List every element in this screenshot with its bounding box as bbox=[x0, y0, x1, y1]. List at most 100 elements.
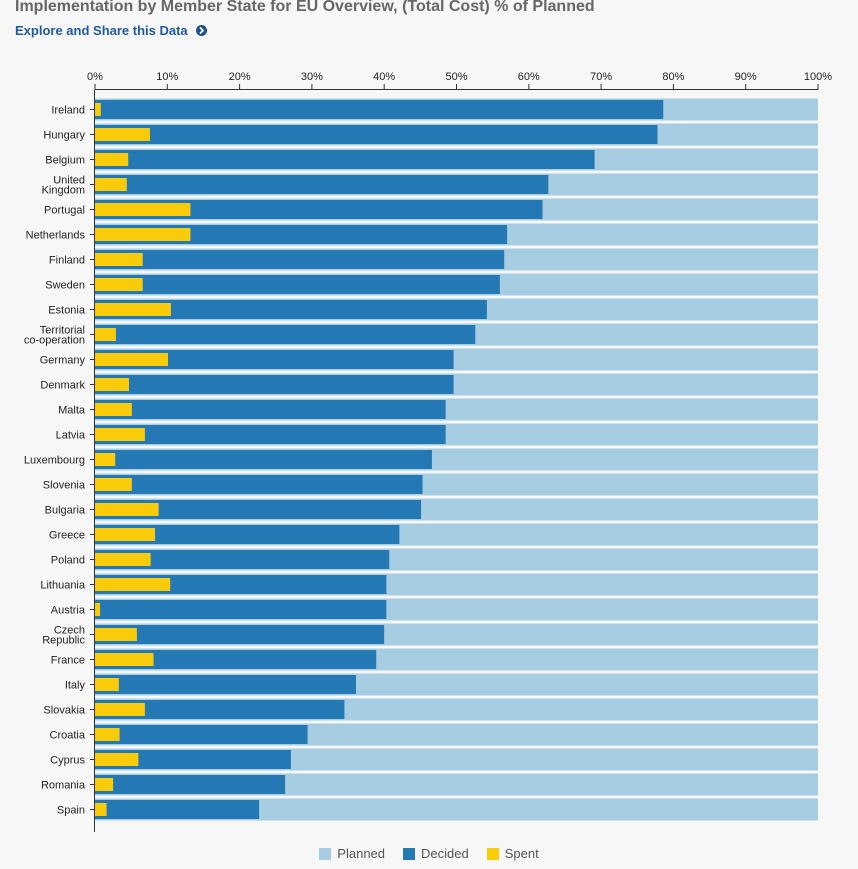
x-tick-label: 10% bbox=[156, 71, 178, 83]
category-label: Spain bbox=[57, 805, 85, 817]
bar-decided-ireland bbox=[95, 100, 664, 119]
bar-spent-bulgaria bbox=[95, 503, 159, 516]
bar-decided-czech-republic bbox=[95, 625, 385, 644]
bar-spent-denmark bbox=[95, 378, 129, 391]
category-label: Netherlands bbox=[26, 230, 86, 242]
category-label: Latvia bbox=[56, 430, 86, 442]
legend-swatch bbox=[403, 847, 416, 860]
bar-decided-portugal bbox=[95, 200, 543, 219]
category-label: Estonia bbox=[48, 305, 86, 317]
category-label: Portugal bbox=[44, 205, 85, 217]
bar-spent-united-kingdom bbox=[95, 178, 127, 191]
bar-planned-spain bbox=[95, 798, 818, 821]
bar-decided-luxembourg bbox=[95, 450, 432, 469]
legend-item-spent[interactable]: Spent bbox=[486, 846, 539, 861]
bar-decided-hungary bbox=[95, 125, 658, 144]
category-label: Ireland bbox=[51, 105, 85, 117]
bar-spent-belgium bbox=[95, 153, 129, 166]
bar-spent-italy bbox=[95, 678, 119, 691]
bar-spent-finland bbox=[95, 253, 143, 266]
legend-label: Planned bbox=[337, 846, 386, 861]
legend-swatch bbox=[486, 847, 499, 860]
bar-decided-estonia bbox=[95, 300, 487, 319]
chart-legend: Planned Decided Spent bbox=[0, 846, 858, 861]
bar-decided-austria bbox=[95, 600, 387, 619]
chart-title: Implementation by Member State for EU Ov… bbox=[15, 0, 595, 15]
category-label: Germany bbox=[40, 355, 86, 367]
bar-spent-france bbox=[95, 653, 154, 666]
x-tick-label: 90% bbox=[735, 71, 757, 83]
bar-spent-ireland bbox=[95, 103, 101, 116]
category-label: Romania bbox=[41, 780, 86, 792]
bar-spent-portugal bbox=[95, 203, 191, 216]
category-label: Austria bbox=[51, 605, 86, 617]
category-label: Sweden bbox=[45, 280, 85, 292]
bar-decided-italy bbox=[95, 675, 357, 694]
category-label: Belgium bbox=[45, 155, 85, 167]
bar-spent-poland bbox=[95, 553, 151, 566]
category-label: Greece bbox=[49, 530, 85, 542]
bar-decided-finland bbox=[95, 250, 505, 269]
bar-spent-germany bbox=[95, 353, 169, 366]
bar-decided-romania bbox=[95, 775, 286, 794]
category-label: Bulgaria bbox=[45, 505, 86, 517]
x-tick-label: 100% bbox=[804, 71, 832, 83]
bar-decided-slovenia bbox=[95, 475, 423, 494]
bar-decided-netherlands bbox=[95, 225, 508, 244]
bar-spent-malta bbox=[95, 403, 132, 416]
explore-share-label: Explore and Share this Data bbox=[15, 23, 188, 38]
bar-decided-latvia bbox=[95, 425, 446, 444]
category-label: France bbox=[51, 655, 85, 667]
bar-decided-united-kingdom bbox=[95, 175, 549, 194]
x-tick-label: 0% bbox=[87, 71, 103, 83]
bar-decided-cyprus bbox=[95, 750, 291, 769]
bar-spent-estonia bbox=[95, 303, 171, 316]
category-label: Denmark bbox=[40, 380, 85, 392]
bar-spent-hungary bbox=[95, 128, 150, 141]
x-tick-label: 70% bbox=[590, 71, 612, 83]
category-label: Italy bbox=[65, 680, 86, 692]
category-label: Poland bbox=[51, 555, 85, 567]
explore-share-link[interactable]: Explore and Share this Data bbox=[15, 23, 207, 38]
category-label: Luxembourg bbox=[24, 455, 85, 467]
bar-spent-austria bbox=[95, 603, 101, 616]
bar-decided-bulgaria bbox=[95, 500, 422, 519]
chevron-right-circle-icon bbox=[195, 25, 207, 36]
bar-spent-croatia bbox=[95, 728, 120, 741]
category-label: Czech Republic bbox=[42, 625, 85, 647]
x-tick-label: 50% bbox=[445, 71, 467, 83]
bar-decided-france bbox=[95, 650, 377, 669]
bar-decided-sweden bbox=[95, 275, 500, 294]
x-tick-label: 30% bbox=[301, 71, 323, 83]
category-label: United Kingdom bbox=[42, 175, 85, 197]
legend-swatch bbox=[319, 847, 332, 860]
bar-spent-lithuania bbox=[95, 578, 171, 591]
legend-item-decided[interactable]: Decided bbox=[403, 846, 469, 861]
legend-item-planned[interactable]: Planned bbox=[319, 846, 385, 861]
bar-spent-cyprus bbox=[95, 753, 139, 766]
bar-decided-malta bbox=[95, 400, 446, 419]
category-label: Finland bbox=[49, 255, 85, 267]
bar-decided-territorial-co-operation bbox=[95, 325, 476, 344]
bar-decided-belgium bbox=[95, 150, 595, 169]
x-tick-label: 80% bbox=[662, 71, 684, 83]
bar-spent-sweden bbox=[95, 278, 143, 291]
bar-chart: Ireland Hungary Belgium United Kingdom Portug… bbox=[24, 71, 832, 832]
bar-decided-germany bbox=[95, 350, 454, 369]
category-label: Cyprus bbox=[50, 755, 85, 767]
bar-decided-croatia bbox=[95, 725, 308, 744]
bar-spent-slovenia bbox=[95, 478, 132, 491]
bar-spent-latvia bbox=[95, 428, 145, 441]
category-label: Territorial co-operation bbox=[24, 325, 85, 347]
bar-decided-spain bbox=[95, 800, 260, 819]
legend-label: Decided bbox=[421, 846, 469, 861]
category-label: Malta bbox=[58, 405, 86, 417]
bar-spent-spain bbox=[95, 803, 107, 816]
bar-decided-poland bbox=[95, 550, 390, 569]
x-tick-label: 20% bbox=[229, 71, 251, 83]
bar-spent-netherlands bbox=[95, 228, 191, 241]
category-label: Slovakia bbox=[43, 705, 85, 717]
bar-decided-slovakia bbox=[95, 700, 345, 719]
bar-spent-romania bbox=[95, 778, 114, 791]
bar-spent-czech-republic bbox=[95, 628, 137, 641]
